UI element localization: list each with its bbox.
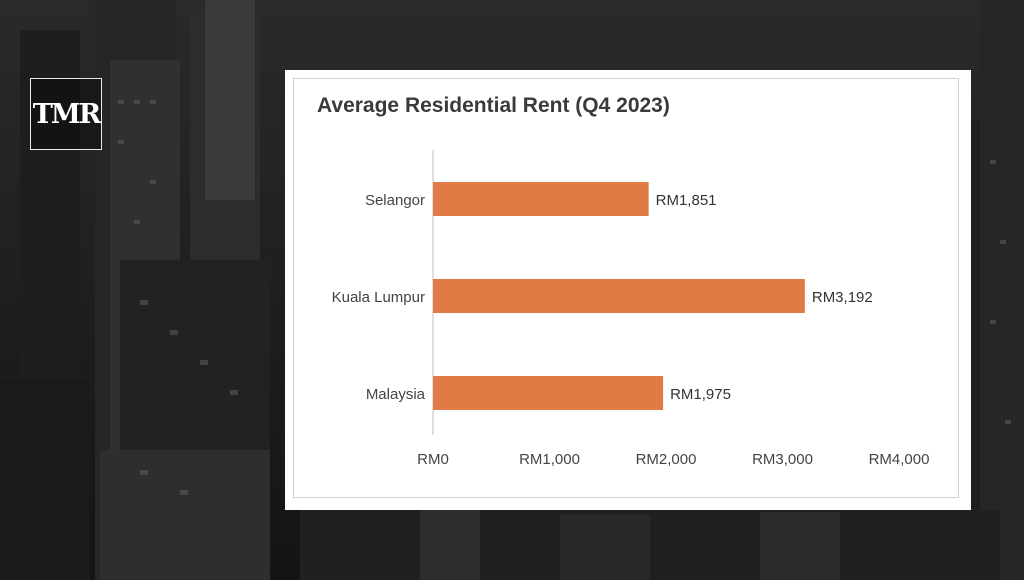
- publisher-logo-text: TMR: [32, 98, 101, 130]
- x-tick-label: RM4,000: [869, 451, 930, 468]
- chart-frame: [293, 78, 959, 498]
- bar: [433, 376, 664, 410]
- data-label: RM1,851: [656, 192, 717, 209]
- x-tick-label: RM1,000: [519, 451, 580, 468]
- category-label: Kuala Lumpur: [332, 289, 425, 306]
- bar: [433, 279, 805, 313]
- chart-card: Average Residential Rent (Q4 2023) Selan…: [285, 70, 971, 510]
- x-tick-label: RM0: [417, 451, 449, 468]
- data-label: RM1,975: [670, 386, 731, 403]
- x-tick-label: RM3,000: [752, 451, 813, 468]
- bar-chart: Selangor RM1,851 Kuala Lumpur RM3,192 Malays…: [332, 150, 930, 468]
- data-label: RM3,192: [812, 289, 873, 306]
- x-tick-label: RM2,000: [636, 451, 697, 468]
- publisher-logo: TMR: [30, 78, 102, 150]
- bar: [433, 182, 649, 216]
- category-label: Selangor: [365, 192, 425, 209]
- chart-title: Average Residential Rent (Q4 2023): [317, 94, 670, 117]
- category-label: Malaysia: [366, 386, 426, 403]
